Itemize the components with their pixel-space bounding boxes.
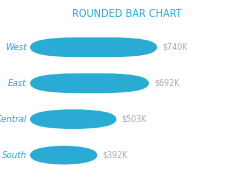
Text: $503K: $503K [121,115,146,124]
FancyBboxPatch shape [30,37,157,57]
FancyBboxPatch shape [30,73,148,93]
FancyBboxPatch shape [30,109,116,129]
Text: $740K: $740K [161,43,187,52]
Text: East: East [8,79,27,88]
Text: $392K: $392K [102,151,127,160]
Text: Central: Central [0,115,27,124]
Title: ROUNDED BAR CHART: ROUNDED BAR CHART [71,8,180,19]
FancyBboxPatch shape [30,145,97,165]
Text: West: West [5,43,27,52]
Text: $692K: $692K [153,79,179,88]
Text: South: South [2,151,27,160]
